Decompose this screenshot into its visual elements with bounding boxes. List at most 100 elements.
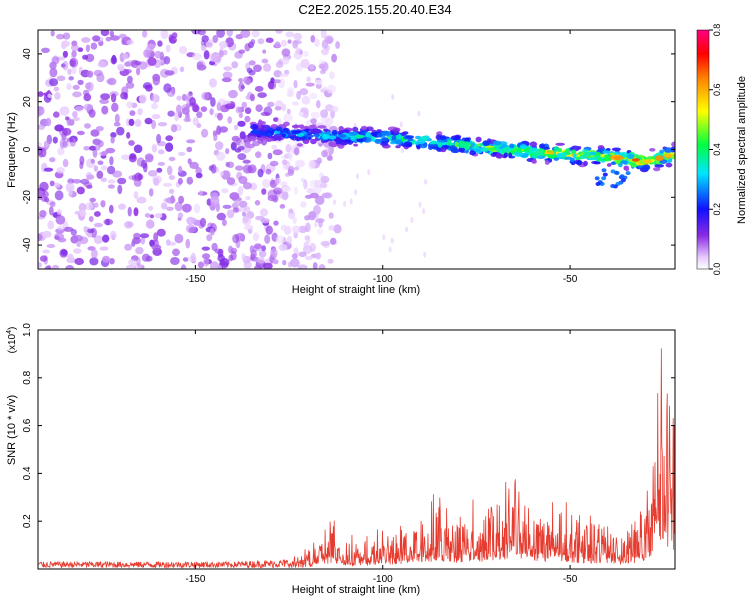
signal-blob [602, 172, 608, 177]
signal-blob [627, 153, 635, 160]
signal-blob [250, 124, 259, 130]
signal-blob [450, 135, 461, 141]
x-tick-label: -100 [373, 274, 393, 285]
signal-blob [540, 143, 545, 149]
y-tick-label: 0.4 [22, 466, 33, 480]
signal-blob [609, 152, 615, 156]
colorbar: 0.0 0.2 0.4 0.6 0.8 Normalized spectral ampl… [696, 24, 748, 275]
signal-blob [265, 137, 273, 142]
snr-panel: -150 -100 -50 0.2 0.4 0.6 0.8 1.0 Height of st… [6, 323, 676, 596]
faint-blob [423, 251, 427, 258]
signal-blob [553, 146, 559, 152]
spectrogram-x-ticks: -150 -100 -50 [185, 30, 578, 285]
signal-blob [509, 143, 515, 149]
signal-blob [321, 134, 330, 140]
signal-blob [597, 145, 605, 150]
faint-blob [367, 169, 371, 176]
signal-blob [334, 137, 341, 142]
signal-blob [620, 178, 626, 183]
signal-blob [291, 130, 301, 134]
signal-blob [395, 145, 401, 149]
signal-blob [475, 136, 482, 143]
signal-blob [457, 143, 468, 149]
snr-series [38, 348, 675, 569]
signal-blob [260, 124, 271, 128]
signal-blob [601, 168, 607, 173]
faint-blob [422, 208, 426, 215]
y-tick-label: -20 [22, 190, 33, 205]
signal-blob [353, 143, 358, 147]
signal-blob [376, 133, 383, 138]
signal-blob [610, 169, 616, 174]
signal-blob [381, 137, 389, 142]
signal-blob [450, 148, 460, 154]
colorbar-tick-label: 0.6 [712, 83, 722, 96]
signal-blob [415, 135, 422, 140]
signal-blob [574, 156, 582, 161]
signal-blob [513, 151, 524, 157]
signal-blob [653, 167, 661, 172]
signal-blob [380, 142, 389, 146]
signal-blob [589, 151, 597, 156]
signal-blob [531, 159, 537, 164]
signal-blob [313, 133, 320, 138]
signal-blob [361, 129, 366, 135]
signal-blob [625, 165, 630, 172]
signal-blob [469, 150, 476, 156]
signal-blob [602, 158, 612, 162]
signal-blob [611, 147, 622, 152]
signal-blob [610, 161, 617, 165]
signal-blob [403, 141, 413, 148]
faint-blob [418, 201, 422, 208]
signal-blob [663, 153, 674, 158]
x-tick-label: -50 [563, 574, 578, 585]
signal-blob [296, 143, 303, 147]
signal-blob [601, 176, 607, 181]
faint-blob [349, 198, 353, 205]
signal-blob [310, 129, 316, 134]
faint-blob [391, 93, 395, 100]
y-tick-label: -40 [22, 237, 33, 252]
signal-blob [446, 139, 452, 146]
signal-blob [443, 144, 448, 149]
x-tick-label: -100 [373, 574, 393, 585]
signal-blob [258, 119, 263, 126]
signal-blob [291, 124, 299, 129]
signal-blob [273, 135, 278, 141]
faint-blob [327, 147, 331, 154]
signal-blob [588, 157, 598, 161]
signal-blob [323, 128, 329, 132]
signal-blob [487, 138, 492, 143]
spectrogram-x-label: Height of straight line (km) [292, 284, 420, 296]
signal-blob [437, 142, 443, 148]
signal-blob [308, 124, 317, 130]
signal-blob [328, 141, 333, 146]
signal-blob [275, 126, 283, 132]
signal-blob [342, 139, 352, 143]
signal-blob [619, 174, 625, 179]
signal-blob [600, 153, 605, 158]
signal-blob [536, 155, 545, 159]
faint-blob [354, 189, 358, 196]
signal-blob [654, 163, 665, 168]
faint-blob [356, 173, 359, 180]
faint-blob [333, 199, 336, 206]
spectrogram-y-label: Frequency (Hz) [6, 112, 18, 188]
signal-blob [348, 131, 358, 136]
signal-blob [317, 125, 327, 129]
signal-blob [473, 148, 480, 152]
signal-blob [492, 140, 502, 146]
signal-blob [352, 126, 359, 132]
snr-plot-area [38, 330, 675, 569]
colorbar-ticks: 0.0 0.2 0.4 0.6 0.8 [709, 24, 722, 275]
signal-blob [400, 132, 407, 137]
signal-blob [365, 131, 371, 138]
faint-blob [323, 86, 327, 93]
signal-blob [391, 135, 397, 141]
signal-blob [642, 159, 653, 164]
spectrogram-panel: -150 -100 -50 -40 -20 0 20 40 Height of straig… [6, 29, 676, 296]
signal-blob [340, 130, 350, 134]
signal-blob [548, 150, 555, 155]
signal-blob [555, 142, 565, 146]
